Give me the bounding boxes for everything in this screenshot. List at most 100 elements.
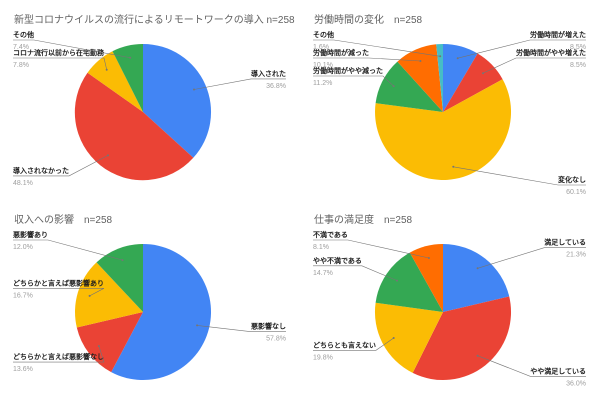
slice-percent: 16.7% (13, 292, 33, 299)
callout-line (13, 155, 109, 177)
slice-percent: 48.1% (13, 180, 33, 187)
callout-line (13, 39, 131, 58)
slice-percent: 13.6% (13, 366, 33, 373)
callout-dot (482, 72, 484, 75)
slice-percent: 12.0% (13, 244, 33, 251)
slice-percent: 36.8% (266, 83, 286, 90)
callout-line (477, 247, 586, 269)
slice-label: どちらかと言えば悪影響なし (13, 352, 104, 361)
callout-dot (419, 60, 422, 62)
chart-title: 労働時間の変化 n=258 (314, 15, 423, 26)
pie-slice-2 (87, 51, 143, 112)
pie-slice-0 (443, 44, 478, 112)
callout-line (13, 346, 105, 363)
pie-slice-1 (76, 312, 143, 373)
callout-dot (193, 88, 195, 91)
slice-percent: 8.5% (570, 44, 586, 51)
slice-label: 悪影響なし (251, 322, 286, 331)
pie-slice-5 (436, 43, 443, 112)
slice-label: 悪影響あり (13, 230, 48, 239)
slice-percent: 36.0% (566, 380, 586, 387)
slice-label: やや不満である (313, 256, 362, 265)
callout-dot (392, 85, 395, 88)
callout-dot (105, 68, 108, 71)
slice-label: どちらかと言えば悪影響あり (13, 278, 104, 287)
callout-line (13, 239, 123, 261)
pie-slice-0 (111, 244, 212, 380)
callout-line (313, 239, 429, 259)
callout-dot (427, 257, 430, 259)
pie-slice-3 (96, 244, 143, 312)
slice-percent: 11.2% (313, 80, 332, 87)
callout-line (453, 166, 586, 186)
callout-dot (476, 267, 479, 270)
slice-label: 労働時間がやや減った (313, 66, 383, 75)
pie-slice-2 (375, 79, 512, 180)
callout-dot (396, 279, 398, 282)
pie-chart: 悪影響なし 57.8% どちらかと言えば悪影響なし 13.6% どちらかと言えば悪影響あ… (13, 230, 286, 380)
slice-label: 労働時間が増えた (530, 30, 586, 39)
callout-line (193, 78, 286, 90)
slice-label: 変化なし (558, 175, 586, 184)
slice-percent: 7.4% (13, 44, 29, 51)
slice-label: 不満である (313, 230, 348, 239)
slice-label: 導入された (251, 69, 286, 78)
slice-label: 満足している (544, 238, 586, 247)
pie-chart: 満足している 21.3% やや満足している 36.0% どちらとも言えない 19.8% やや… (313, 230, 586, 387)
callout-dot (196, 324, 199, 327)
slice-percent: 8.5% (570, 62, 586, 69)
slice-label: やや満足している (530, 366, 586, 375)
callout-dot (129, 56, 132, 59)
slice-percent: 60.1% (566, 189, 586, 196)
chart-working-hours-change: 労働時間の変化 n=258 労働時間が増えた 8.5% 労働時間がやや増えた 8.5%… (300, 0, 600, 200)
pie-slice-2 (374, 302, 443, 373)
callout-dot (121, 259, 124, 262)
callout-line (477, 355, 586, 377)
chart-title: 新型コロナウイルスの流行によるリモートワークの導入 n=258 (14, 15, 295, 26)
slice-percent: 19.8% (313, 354, 333, 361)
callout-line (197, 325, 286, 332)
slice-percent: 7.8% (13, 62, 29, 69)
callout-line (313, 39, 441, 57)
callout-dot (392, 337, 395, 339)
callout-line (313, 337, 394, 351)
slice-percent: 1.6% (313, 44, 329, 51)
chart-remote-work-adoption: 新型コロナウイルスの流行によるリモートワークの導入 n=258 導入された 36.… (0, 0, 300, 200)
slice-percent: 10.1% (313, 62, 333, 69)
callout-line (13, 57, 107, 70)
chart-job-satisfaction: 仕事の満足度 n=258 満足している 21.3% やや満足している 36.0% どちら… (300, 200, 600, 400)
slice-label: コロナ流行以前から在宅勤務 (13, 48, 105, 57)
pie-slice-0 (143, 43, 212, 158)
pie-slice-4 (409, 243, 443, 312)
pie-slice-0 (443, 244, 510, 312)
callout-dot (452, 165, 455, 168)
callout-dot (439, 55, 442, 58)
pie-slice-3 (375, 252, 443, 312)
callout-line (313, 57, 421, 62)
slice-percent: 21.3% (566, 252, 586, 259)
callout-line (457, 39, 586, 59)
chart-income-impact: 収入への影響 n=258 悪影響なし 57.8% どちらかと言えば悪影響なし 13.6… (0, 200, 300, 400)
slice-label: その他 (313, 30, 334, 39)
pie-slice-1 (74, 72, 194, 181)
callout-dot (456, 57, 459, 60)
pie-slice-4 (397, 44, 443, 112)
pie-slice-1 (443, 53, 503, 112)
callout-dot (97, 345, 100, 348)
callout-line (313, 265, 398, 281)
pie-slice-2 (75, 262, 143, 328)
slice-label: 導入されなかった (13, 166, 69, 175)
callout-line (13, 288, 105, 297)
slice-percent: 57.8% (266, 336, 286, 343)
slice-label: その他 (13, 30, 34, 39)
callout-line (313, 75, 394, 87)
slice-label: どちらとも言えない (313, 340, 376, 349)
pie-chart: 導入された 36.8% 導入されなかった 48.1% コロナ流行以前から在宅勤務 7.8%… (13, 30, 286, 187)
chart-title: 仕事の満足度 n=258 (314, 215, 413, 226)
pie-slice-3 (375, 61, 443, 112)
slice-label: 労働時間がやや増えた (516, 48, 586, 57)
chart-title: 収入への影響 n=258 (14, 215, 113, 226)
pie-chart: 労働時間が増えた8.5%労働時間がやや増えた8.5%変化なし60.1%労働時間が… (313, 30, 586, 196)
callout-line (482, 57, 586, 74)
